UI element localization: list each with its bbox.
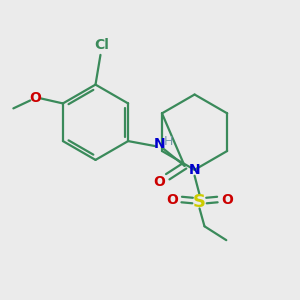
Text: O: O (153, 175, 165, 189)
Text: S: S (193, 193, 206, 211)
Text: O: O (221, 193, 233, 206)
Text: Cl: Cl (94, 38, 109, 52)
Text: N: N (189, 163, 200, 177)
Text: H: H (164, 135, 173, 148)
Text: O: O (29, 92, 41, 106)
Text: N: N (154, 137, 166, 151)
Text: O: O (166, 193, 178, 206)
